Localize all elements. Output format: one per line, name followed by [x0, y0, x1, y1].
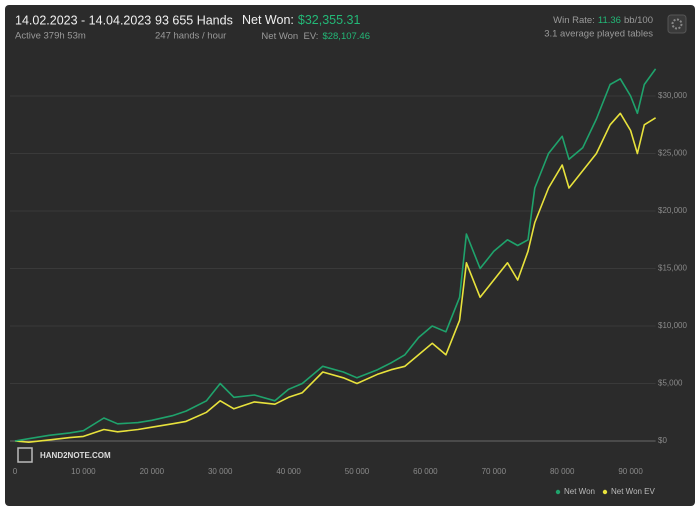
tables: 3.1 average played tables [544, 29, 653, 40]
y-tick-label: $20,000 [658, 206, 687, 215]
hands-rate: 247 hands / hour [155, 31, 226, 42]
y-tick-label: $25,000 [658, 149, 687, 158]
net-won: Net Won: $32,355.31 [242, 13, 360, 27]
settings-box[interactable] [667, 14, 687, 34]
x-tick-label: 40 000 [276, 467, 301, 476]
legend-label: Net Won [564, 487, 595, 496]
legend-swatch [555, 489, 561, 495]
settings-button[interactable] [667, 14, 687, 34]
y-tick-label: $10,000 [658, 321, 687, 330]
y-tick-label: $0 [658, 436, 667, 445]
x-tick-label: 30 000 [208, 467, 233, 476]
x-tick-label: 60 000 [413, 467, 438, 476]
y-tick-label: $5,000 [658, 379, 683, 388]
watermark: HAND2NOTE.COM [40, 451, 111, 460]
x-tick-label: 90 000 [618, 467, 643, 476]
panel [5, 5, 695, 506]
win-rate-value: 11.36 [598, 15, 621, 26]
legend-swatch [602, 489, 608, 495]
x-tick-label: 80 000 [550, 467, 575, 476]
x-tick-label: 0 [13, 467, 18, 476]
x-tick-label: 50 000 [345, 467, 370, 476]
series-line [14, 68, 657, 442]
ev-value: $28,107.46 [322, 31, 370, 42]
series-line [14, 112, 657, 443]
x-tick-label: 70 000 [482, 467, 507, 476]
hands: 93 655 Hands [155, 13, 233, 27]
win-rate-unit: bb/100 [624, 15, 653, 26]
y-tick-label: $15,000 [658, 264, 687, 273]
ev-label: Net Won EV: [261, 31, 318, 42]
win-rate-label: Win Rate: [553, 15, 595, 26]
y-tick-label: $30,000 [658, 91, 687, 100]
x-tick-label: 10 000 [71, 467, 96, 476]
logo-icon [17, 447, 33, 463]
net-won-value: $32,355.31 [298, 13, 361, 27]
period: 14.02.2023 - 14.04.2023 [15, 13, 151, 27]
gear-icon [671, 18, 683, 30]
net-won-label: Net Won: [242, 13, 294, 27]
logo: HAND2NOTE.COM [17, 447, 111, 463]
win-rate: Win Rate: 11.36 bb/100 [553, 15, 653, 26]
legend-label: Net Won EV [611, 487, 656, 496]
net-won-ev: Net Won EV: $28,107.46 [261, 31, 370, 42]
active-time: Active 379h 53m [15, 31, 86, 42]
x-tick-label: 20 000 [140, 467, 165, 476]
